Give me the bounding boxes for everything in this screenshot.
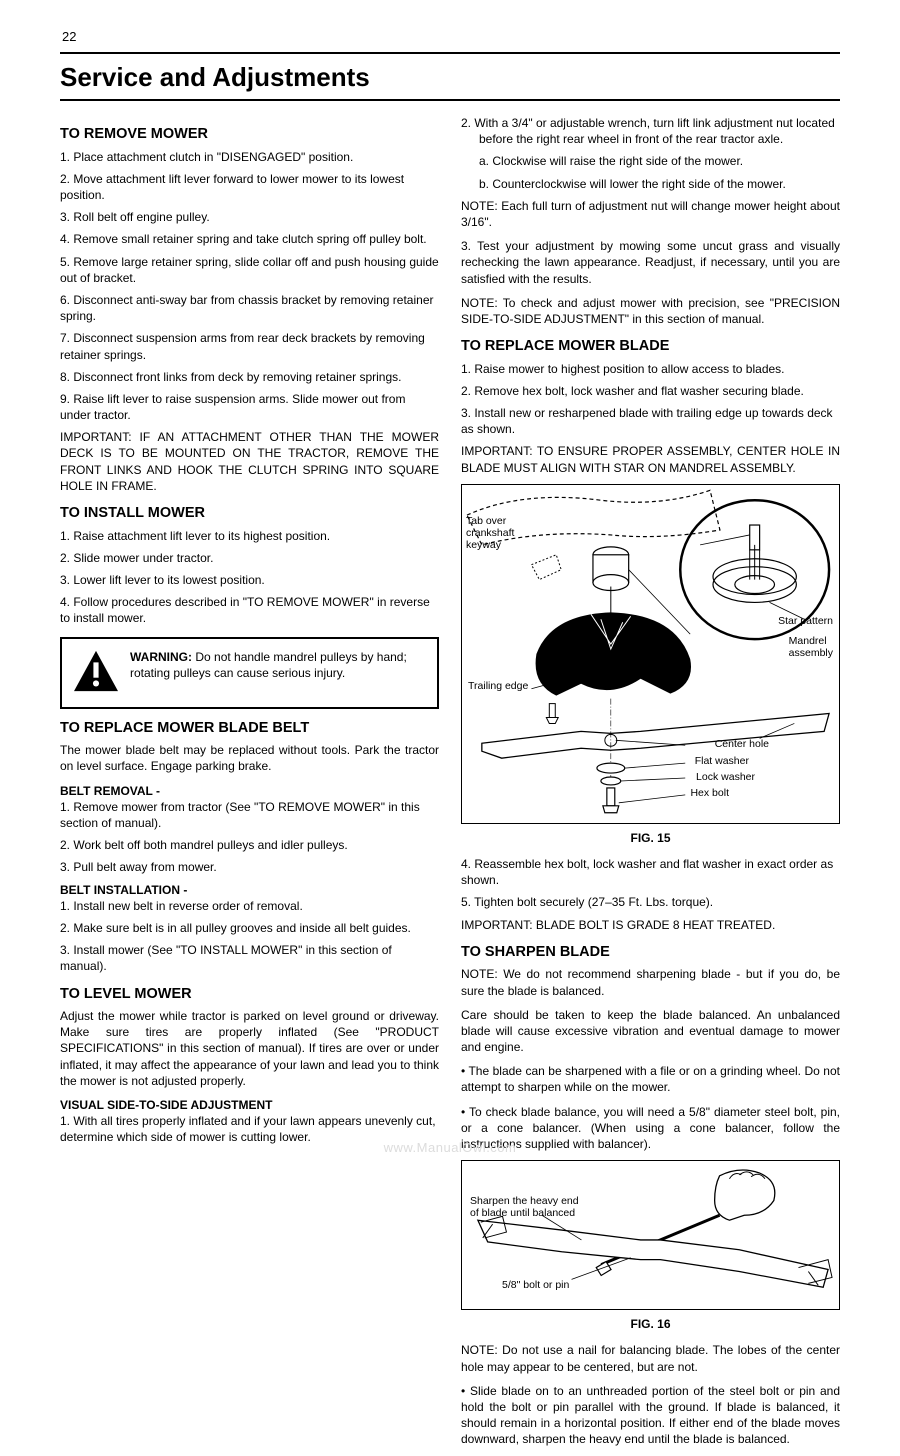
warning-icon (72, 649, 120, 697)
step: 2. Make sure belt is in all pulley groov… (60, 920, 439, 936)
important-note: IMPORTANT: TO ENSURE PROPER ASSEMBLY, CE… (461, 443, 840, 475)
fig15-label-hex: Hex bolt (690, 787, 729, 799)
step: 2. Slide mower under tractor. (60, 550, 439, 566)
heading-remove-mower: TO REMOVE MOWER (60, 125, 439, 145)
heading-replace-belt: TO REPLACE MOWER BLADE BELT (60, 719, 439, 739)
step: 3. Roll belt off engine pulley. (60, 209, 439, 225)
replace-belt-intro: The mower blade belt may be replaced wit… (60, 742, 439, 774)
step: 3. Install new or resharpened blade with… (461, 405, 840, 437)
heading-sharpen: TO SHARPEN BLADE (461, 943, 840, 963)
sharpen-note-2: NOTE: Do not use a nail for balancing bl… (461, 1342, 840, 1374)
step: 1. Install new belt in reverse order of … (60, 898, 439, 914)
warning-text: WARNING: Do not handle mandrel pulleys b… (130, 649, 427, 681)
substep: a. Clockwise will raise the right side o… (461, 153, 840, 169)
step: 7. Disconnect suspension arms from rear … (60, 330, 439, 362)
step: 1. Raise attachment lift lever to its hi… (60, 528, 439, 544)
subhead-side-adjust: VISUAL SIDE-TO-SIDE ADJUSTMENT (60, 1097, 439, 1113)
fig15-label-mandrel: Mandrel assembly (789, 635, 833, 659)
warning-box: WARNING: Do not handle mandrel pulleys b… (60, 637, 439, 709)
step: 2. With a 3/4" or adjustable wrench, tur… (461, 115, 840, 147)
two-column-layout: TO REMOVE MOWER 1. Place attachment clut… (60, 115, 840, 1455)
bullet: • The blade can be sharpened with a file… (461, 1063, 840, 1095)
fig15-caption: FIG. 15 (461, 830, 840, 846)
figure-15: Tab over crankshaft keyway Star pattern … (461, 484, 840, 824)
step: 5. Remove large retainer spring, slide c… (60, 254, 439, 286)
heading-replace-blade: TO REPLACE MOWER BLADE (461, 337, 840, 357)
fig15-label-flat: Flat washer (695, 755, 749, 767)
figure-16: Sharpen the heavy end of blade until bal… (461, 1160, 840, 1310)
heading-level-mower: TO LEVEL MOWER (60, 985, 439, 1005)
step: 8. Disconnect front links from deck by r… (60, 369, 439, 385)
fig16-label-bolt: 5/8" bolt or pin (502, 1279, 569, 1291)
step: 3. Lower lift lever to its lowest positi… (60, 572, 439, 588)
rule-bottom (60, 99, 840, 101)
fig15-label-star: Star pattern (778, 615, 833, 627)
step: 3. Test your adjustment by mowing some u… (461, 238, 840, 287)
replace-blade-steps: 1. Raise mower to highest position to al… (461, 361, 840, 438)
fig16-label-heavy: Sharpen the heavy end of blade until bal… (470, 1195, 579, 1219)
step: 2. Remove hex bolt, lock washer and flat… (461, 383, 840, 399)
belt-install-steps: 1. Install new belt in reverse order of … (60, 898, 439, 975)
replace-blade-steps-2: 4. Reassemble hex bolt, lock washer and … (461, 856, 840, 911)
step: 2. Work belt off both mandrel pulleys an… (60, 837, 439, 853)
step: 6. Disconnect anti-sway bar from chassis… (60, 292, 439, 324)
important-note: IMPORTANT: IF AN ATTACHMENT OTHER THAN T… (60, 429, 439, 494)
subhead-belt-install: BELT INSTALLATION - (60, 882, 439, 898)
page-number: 22 (62, 28, 76, 46)
sharpen-note: NOTE: We do not recommend sharpening bla… (461, 966, 840, 998)
step: 3. Pull belt away from mower. (60, 859, 439, 875)
fig15-label-crankshaft: Tab over crankshaft keyway (466, 515, 514, 551)
side-adjust-cont: 2. With a 3/4" or adjustable wrench, tur… (461, 115, 840, 192)
remove-mower-steps: 1. Place attachment clutch in "DISENGAGE… (60, 149, 439, 424)
step: 4. Reassemble hex bolt, lock washer and … (461, 856, 840, 888)
substep: b. Counterclockwise will lower the right… (461, 176, 840, 192)
bullet: • Slide blade on to an unthreaded portio… (461, 1383, 840, 1448)
step: 4. Follow procedures described in "TO RE… (60, 594, 439, 626)
fig15-label-lock: Lock washer (696, 771, 755, 783)
important-note-2: IMPORTANT: BLADE BOLT IS GRADE 8 HEAT TR… (461, 917, 840, 933)
subhead-belt-removal: BELT REMOVAL - (60, 783, 439, 799)
note: NOTE: Each full turn of adjustment nut w… (461, 198, 840, 230)
note: NOTE: To check and adjust mower with pre… (461, 295, 840, 327)
step: 1. Raise mower to highest position to al… (461, 361, 840, 377)
step: 1. Remove mower from tractor (See "TO RE… (60, 799, 439, 831)
fig16-caption: FIG. 16 (461, 1316, 840, 1332)
sharpen-para: Care should be taken to keep the blade b… (461, 1007, 840, 1056)
step: 5. Tighten bolt securely (27–35 Ft. Lbs.… (461, 894, 840, 910)
install-mower-steps: 1. Raise attachment lift lever to its hi… (60, 528, 439, 627)
fig15-label-center: Center hole (715, 738, 769, 750)
watermark: www.ManualOwl.com (0, 1139, 900, 1157)
step: 2. Move attachment lift lever forward to… (60, 171, 439, 203)
step: 9. Raise lift lever to raise suspension … (60, 391, 439, 423)
section-title: Service and Adjustments (60, 54, 840, 99)
heading-install-mower: TO INSTALL MOWER (60, 504, 439, 524)
belt-removal-steps: 1. Remove mower from tractor (See "TO RE… (60, 799, 439, 876)
level-mower-intro: Adjust the mower while tractor is parked… (60, 1008, 439, 1089)
fig15-label-trailing: Trailing edge (468, 680, 528, 692)
left-column: TO REMOVE MOWER 1. Place attachment clut… (60, 115, 439, 1455)
right-column: 2. With a 3/4" or adjustable wrench, tur… (461, 115, 840, 1455)
step: 1. Place attachment clutch in "DISENGAGE… (60, 149, 439, 165)
step: 3. Install mower (See "TO INSTALL MOWER"… (60, 942, 439, 974)
step: 4. Remove small retainer spring and take… (60, 231, 439, 247)
